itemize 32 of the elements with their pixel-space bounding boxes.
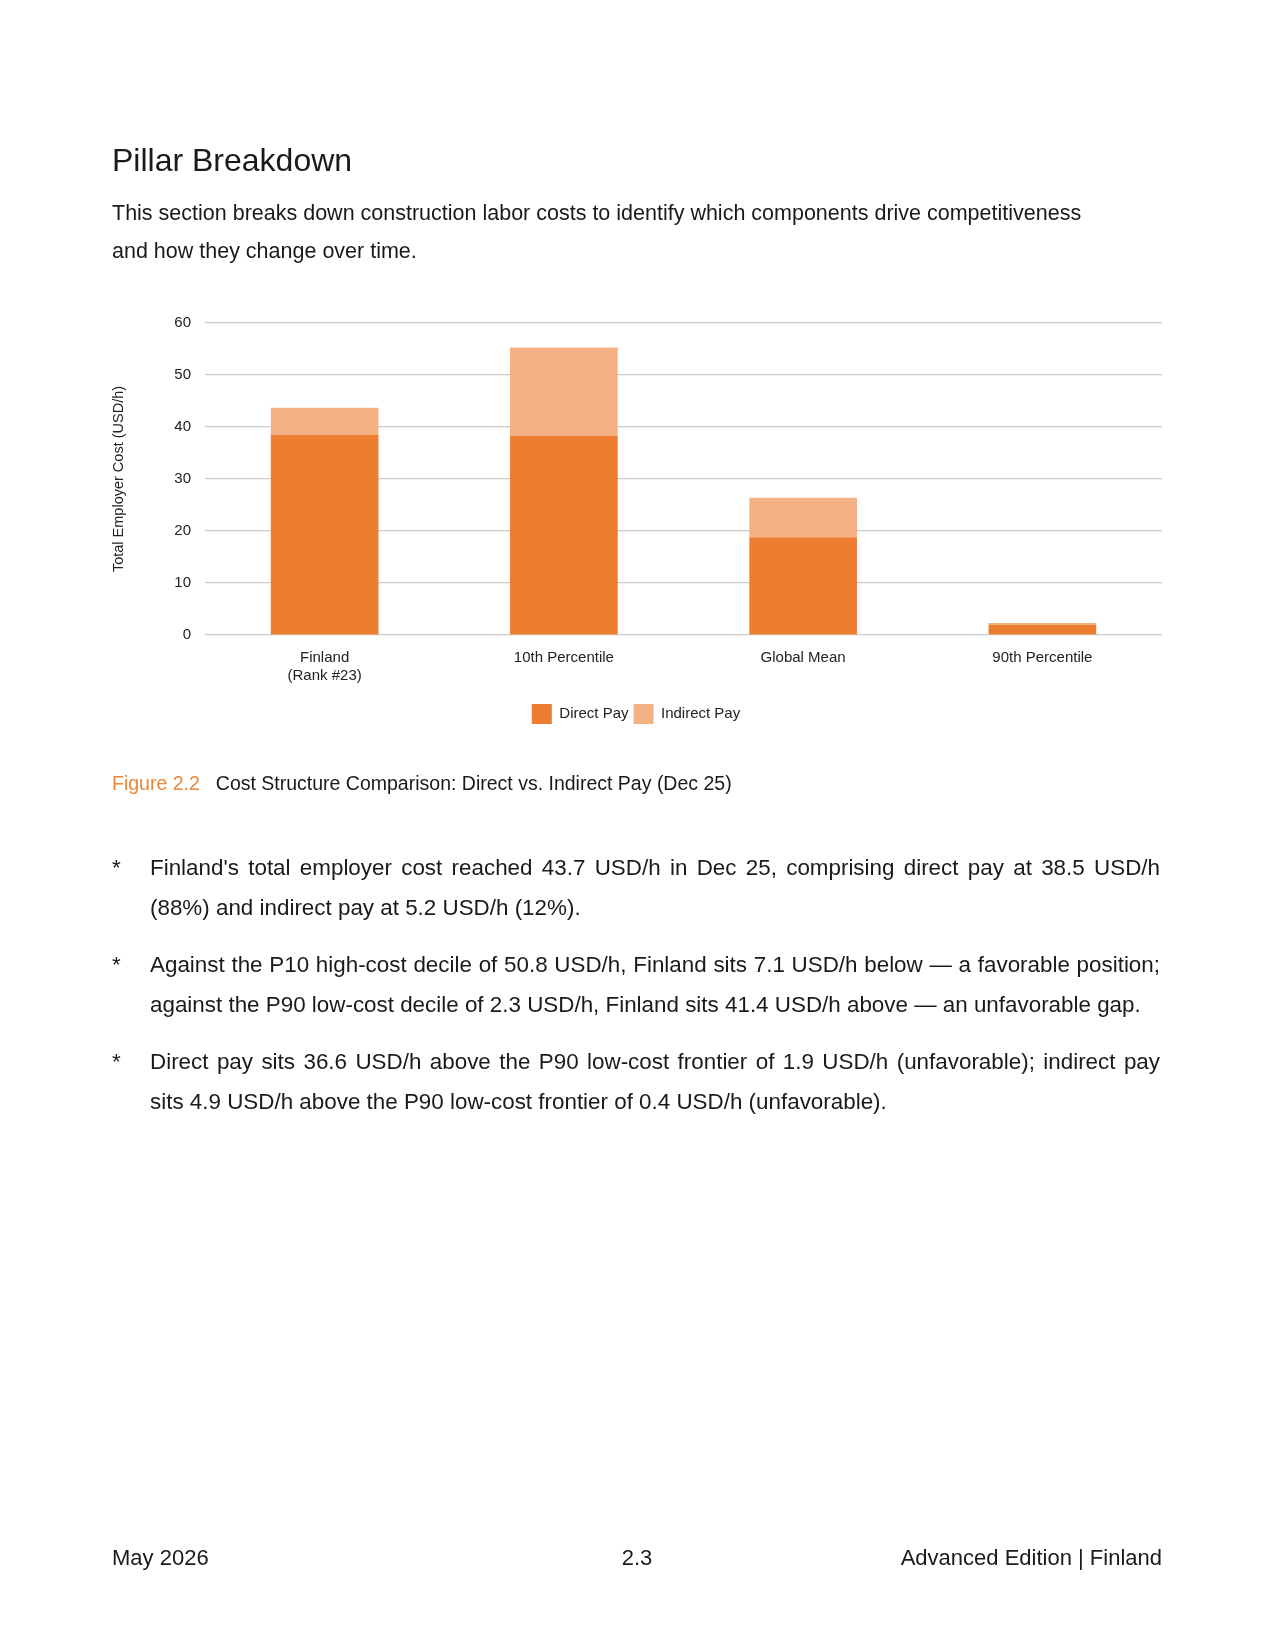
y-tick-label: 0 bbox=[182, 625, 191, 643]
text: May 2026 bbox=[112, 1545, 209, 1571]
bar bbox=[510, 347, 618, 436]
text: * Finland's total employer cost reached 43.7 USD/h in Dec 25, comprising direct pay at 38.5 USD/h (88%) and indirect pay at 5.2 USD/h (12%). bbox=[112, 855, 1160, 920]
y-tick-label: 30 bbox=[174, 469, 191, 487]
bar bbox=[270, 407, 379, 435]
bar bbox=[270, 434, 379, 635]
y-tick-label: 60 bbox=[174, 313, 191, 331]
text: * Direct pay sits 36.6 USD/h above the P90 low-cost frontier of 1.9 USD/h (unfavorable); indirect pay sits 4.9 USD/h above the P90 low-cost frontier of 0.4 USD/h (unfavorable). bbox=[112, 1049, 1160, 1114]
bar bbox=[749, 537, 857, 635]
chart-title: Pillar Breakdown bbox=[112, 142, 353, 179]
x-tick-label: Finland (Rank #23) bbox=[287, 648, 362, 684]
caption: Figure 2.2 bbox=[112, 772, 200, 794]
y-tick-label: 40 bbox=[174, 417, 191, 435]
y-tick-label: 50 bbox=[174, 365, 191, 383]
y-axis-title: Total Employer Cost (USD/h) bbox=[109, 385, 126, 573]
bar bbox=[510, 435, 618, 635]
y-tick-label: 20 bbox=[174, 521, 191, 539]
chart-subtitle: This section breaks down construction labor costs to identify which components drive competitiveness and how they change over time. bbox=[112, 200, 1083, 265]
text: Advanced Edition | Finland bbox=[900, 1545, 1162, 1571]
bar bbox=[749, 497, 857, 538]
legend-label: Direct Pay bbox=[559, 704, 629, 722]
bar bbox=[988, 625, 1097, 635]
legend-label: Indirect Pay bbox=[660, 704, 741, 722]
x-tick-label: 10th Percentile bbox=[513, 648, 614, 666]
x-tick-label: Global Mean bbox=[760, 648, 846, 666]
x-tick-label: 90th Percentile bbox=[992, 648, 1093, 666]
text: * Against the P10 high-cost decile of 50.8 USD/h, Finland sits 7.1 USD/h below — a favorable position; against the P90 low-cost decile of 2.3 USD/h, Finland sits 41.4 USD/h above — an unfavorable gap. bbox=[112, 952, 1160, 1017]
bar bbox=[988, 623, 1097, 626]
y-tick-label: 10 bbox=[174, 573, 191, 591]
text: Cost Structure Comparison: Direct vs. Indirect Pay (Dec 25) bbox=[215, 772, 732, 794]
text: 2.3 bbox=[621, 1545, 653, 1571]
